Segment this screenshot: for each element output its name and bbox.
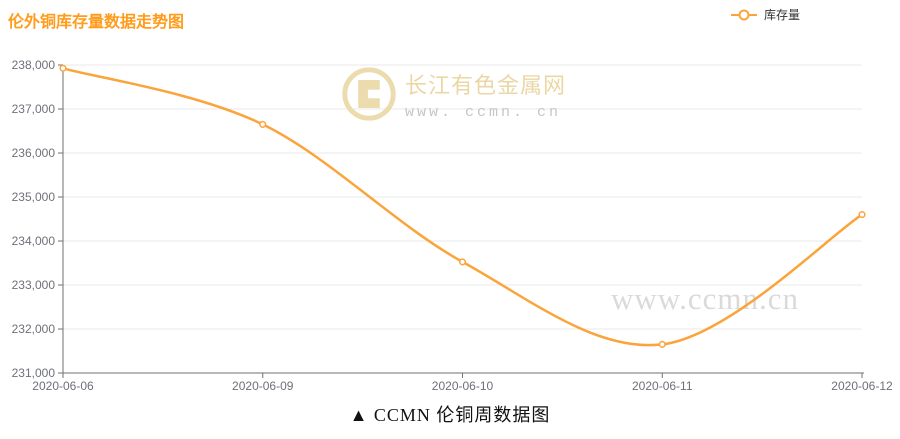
chart-caption: ▲ CCMN 伦铜周数据图 [349, 405, 551, 425]
data-point[interactable] [59, 64, 67, 72]
y-axis-label: 235,000 [12, 190, 56, 204]
watermark-url-text: www. ccmn. cn [405, 103, 562, 121]
watermark-brand-text: 长江有色金属网 [405, 73, 567, 98]
x-axis-label: 2020-06-11 [632, 379, 693, 393]
data-point[interactable] [858, 211, 866, 219]
data-point[interactable] [259, 120, 267, 128]
inventory-line-series [61, 67, 864, 347]
x-axis-label: 2020-06-06 [32, 379, 94, 393]
data-point[interactable] [458, 258, 467, 266]
y-axis-label: 232,000 [12, 322, 56, 336]
x-axis-label: 2020-06-12 [831, 379, 893, 393]
legend-label: 库存量 [763, 8, 800, 22]
y-axis-label: 233,000 [12, 278, 56, 292]
x-axis-label: 2020-06-10 [432, 379, 494, 393]
watermark-corner: www.ccmn.cn [611, 281, 800, 316]
y-axis-label: 238,000 [12, 58, 56, 72]
line-series-marker-icon [730, 9, 757, 20]
y-axis-label: 234,000 [12, 234, 56, 248]
ccmn-logo-icon [342, 67, 396, 121]
chart-title: 伦外铜库存量数据走势图 [8, 14, 185, 31]
data-point[interactable] [658, 340, 666, 348]
y-axis-label: 231,000 [12, 366, 56, 380]
watermark-center: 长江有色金属网 www. ccmn. cn [341, 66, 566, 122]
y-axis-label: 236,000 [12, 146, 56, 160]
x-axis-label: 2020-06-09 [232, 379, 294, 393]
y-axis-label: 237,000 [12, 102, 56, 116]
legend-item-inventory[interactable]: 库存量 [730, 6, 800, 23]
